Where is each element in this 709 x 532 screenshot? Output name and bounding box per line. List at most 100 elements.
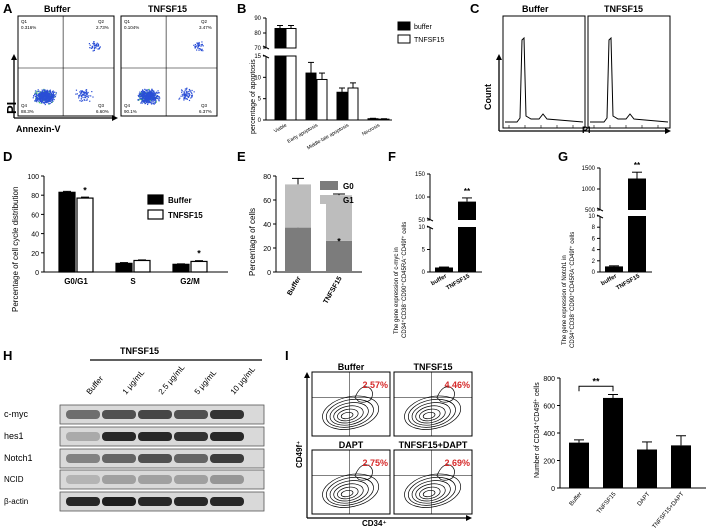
chart-f-ylabel-2: CD34⁺CD38⁻CD90⁺CD45RA⁻CD49f⁺ cells <box>401 222 408 338</box>
flow-a-event <box>147 101 149 103</box>
flow-a-event <box>91 46 94 49</box>
flow-a-event <box>187 96 190 98</box>
flow-a-event <box>41 98 43 100</box>
quadrant-q4-value: 88.3% <box>21 109 34 114</box>
flow-a-event <box>43 89 45 91</box>
flow-a-event <box>147 98 150 101</box>
flow-a-event <box>36 101 38 103</box>
quadrant-q2-label: Q2 <box>201 19 208 24</box>
flow-a-event <box>49 90 51 93</box>
flow-a-event <box>51 91 53 93</box>
flow-a-event <box>97 44 100 46</box>
flow-a-event <box>41 89 43 91</box>
y-tick-label: 5 <box>422 248 426 254</box>
flow-a-event <box>151 98 153 100</box>
flow-a-event <box>52 90 54 92</box>
flow-a-event <box>35 97 37 99</box>
bar-buffer-lower <box>274 55 286 121</box>
flow-a-event <box>184 90 186 92</box>
flow-a-event <box>151 89 153 91</box>
flow-a-event <box>37 95 40 97</box>
bar-buffer <box>367 118 379 121</box>
flow-a-event <box>139 94 141 97</box>
flow-a-event <box>49 98 51 100</box>
flow-a-event <box>142 91 144 93</box>
flow-a-event <box>82 100 84 102</box>
flow-a-event <box>155 101 158 103</box>
flow-a-event <box>39 99 42 101</box>
panel-letter-e: E <box>237 149 246 164</box>
flow-a-event <box>44 92 46 95</box>
flow-a-event <box>45 101 48 104</box>
contour-line <box>325 398 374 428</box>
flow-a-event <box>143 91 145 93</box>
flow-a-event <box>190 97 192 99</box>
flow-a-event <box>196 49 198 51</box>
flow-a-event <box>187 93 189 95</box>
bar-buffer <box>305 72 317 121</box>
flow-a-event <box>153 96 155 98</box>
flow-a-event <box>52 98 54 100</box>
flow-a-xlabel: Annexin-V <box>16 124 61 134</box>
flow-a-event <box>49 100 51 102</box>
flow-a-event <box>144 92 146 94</box>
flow-a-event <box>149 94 151 96</box>
flow-a-event <box>186 98 188 100</box>
flow-a-event <box>185 92 188 94</box>
flow-a-event <box>33 95 35 97</box>
flow-a-event <box>149 97 152 99</box>
flow-a-event <box>53 96 55 99</box>
gate-percentage: 4.46% <box>444 380 470 390</box>
flow-a-event <box>158 99 160 101</box>
flow-a-event <box>98 47 101 49</box>
flow-a-event <box>200 49 202 51</box>
flow-a-event <box>189 89 191 92</box>
flow-a-event <box>50 95 52 97</box>
flow-a-event <box>148 94 150 96</box>
significance-star: * <box>337 236 341 246</box>
flow-a-event <box>52 91 54 93</box>
flow-a-event <box>142 94 144 96</box>
flow-a-event <box>46 94 48 96</box>
flow-a-event <box>84 91 86 93</box>
flow-a-event <box>34 93 36 96</box>
blot-band <box>138 454 172 463</box>
flow-a-event <box>153 94 155 96</box>
flow-a-event <box>178 98 180 100</box>
flow-a-event <box>184 93 186 95</box>
flow-a-event <box>139 98 142 100</box>
flow-a2-title: TNFSF15 <box>148 4 187 14</box>
legend-label: G0 <box>343 182 354 191</box>
flow-a-event <box>45 100 47 103</box>
flow-a-event <box>154 98 156 101</box>
flow-a-event <box>140 101 143 103</box>
flow-a-frame <box>120 15 218 117</box>
flow-a-event <box>85 89 87 91</box>
y-tick-label: 20 <box>263 246 271 253</box>
flow-a-event <box>36 99 38 101</box>
flow-a-event <box>143 101 145 104</box>
flow-a-event <box>46 92 48 94</box>
lane-label: 5 μg/mL <box>193 368 219 396</box>
blot-band <box>174 410 208 419</box>
bar-TNFSF15 <box>628 178 646 210</box>
bar-G1 <box>285 184 311 228</box>
flow-a-event <box>153 98 155 101</box>
flow-i-title: Buffer <box>338 362 365 372</box>
flow-i-frame <box>393 371 473 437</box>
flow-a-event <box>191 94 193 97</box>
flow-a-event <box>142 95 145 97</box>
legend-label: TNFSF15 <box>414 37 444 44</box>
flow-a-event <box>193 91 195 93</box>
flow-a-event <box>53 91 55 93</box>
x-tick-label: Necrosis <box>361 122 381 137</box>
hist-c2-title: TNFSF15 <box>604 4 643 14</box>
flow-a-event <box>76 93 78 95</box>
quadrant-q1-value: 0.316% <box>21 25 36 30</box>
flow-a-event <box>45 92 47 94</box>
flow-a-event <box>186 95 188 97</box>
flow-a-event <box>78 94 81 96</box>
flow-a-event <box>54 96 57 98</box>
quadrant-q2-value: 3.47% <box>199 25 212 30</box>
flow-a-event <box>142 98 144 100</box>
